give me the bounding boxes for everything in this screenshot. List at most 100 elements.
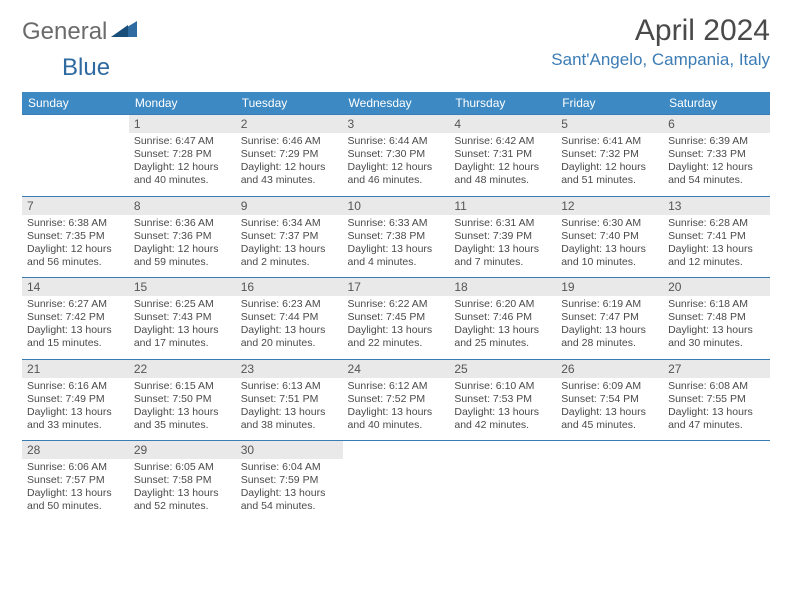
calendar-cell: 4Sunrise: 6:42 AMSunset: 7:31 PMDaylight… bbox=[449, 115, 556, 197]
sunrise: Sunrise: 6:47 AM bbox=[134, 135, 231, 148]
sunset: Sunset: 7:28 PM bbox=[134, 148, 231, 161]
sunset: Sunset: 7:47 PM bbox=[561, 311, 658, 324]
sunrise: Sunrise: 6:10 AM bbox=[454, 380, 551, 393]
daylight-line2: and 47 minutes. bbox=[668, 419, 765, 432]
sunset: Sunset: 7:31 PM bbox=[454, 148, 551, 161]
daylight-line2: and 51 minutes. bbox=[561, 174, 658, 187]
calendar-cell: 10Sunrise: 6:33 AMSunset: 7:38 PMDayligh… bbox=[343, 196, 450, 278]
day-number: 5 bbox=[556, 115, 663, 133]
calendar-cell: 5Sunrise: 6:41 AMSunset: 7:32 PMDaylight… bbox=[556, 115, 663, 197]
daylight-line1: Daylight: 13 hours bbox=[134, 406, 231, 419]
day-number: 1 bbox=[129, 115, 236, 133]
calendar-cell: 9Sunrise: 6:34 AMSunset: 7:37 PMDaylight… bbox=[236, 196, 343, 278]
day-details: Sunrise: 6:20 AMSunset: 7:46 PMDaylight:… bbox=[449, 296, 556, 359]
day-details: Sunrise: 6:30 AMSunset: 7:40 PMDaylight:… bbox=[556, 215, 663, 278]
weekday-header: Sunday bbox=[22, 92, 129, 115]
daylight-line1: Daylight: 13 hours bbox=[561, 324, 658, 337]
day-number: 26 bbox=[556, 360, 663, 378]
daylight-line1: Daylight: 13 hours bbox=[348, 406, 445, 419]
day-details: Sunrise: 6:39 AMSunset: 7:33 PMDaylight:… bbox=[663, 133, 770, 196]
weekday-header: Monday bbox=[129, 92, 236, 115]
sunset: Sunset: 7:37 PM bbox=[241, 230, 338, 243]
day-details: Sunrise: 6:28 AMSunset: 7:41 PMDaylight:… bbox=[663, 215, 770, 278]
day-details: Sunrise: 6:19 AMSunset: 7:47 PMDaylight:… bbox=[556, 296, 663, 359]
calendar-cell: 26Sunrise: 6:09 AMSunset: 7:54 PMDayligh… bbox=[556, 359, 663, 441]
daylight-line1: Daylight: 13 hours bbox=[454, 243, 551, 256]
daylight-line2: and 45 minutes. bbox=[561, 419, 658, 432]
day-number: 12 bbox=[556, 197, 663, 215]
day-number: 8 bbox=[129, 197, 236, 215]
day-details: Sunrise: 6:44 AMSunset: 7:30 PMDaylight:… bbox=[343, 133, 450, 196]
sunset: Sunset: 7:50 PM bbox=[134, 393, 231, 406]
sunrise: Sunrise: 6:23 AM bbox=[241, 298, 338, 311]
sunrise: Sunrise: 6:12 AM bbox=[348, 380, 445, 393]
calendar-cell: 22Sunrise: 6:15 AMSunset: 7:50 PMDayligh… bbox=[129, 359, 236, 441]
daylight-line1: Daylight: 13 hours bbox=[241, 324, 338, 337]
day-number: 14 bbox=[22, 278, 129, 296]
sunset: Sunset: 7:59 PM bbox=[241, 474, 338, 487]
daylight-line2: and 30 minutes. bbox=[668, 337, 765, 350]
day-details: Sunrise: 6:36 AMSunset: 7:36 PMDaylight:… bbox=[129, 215, 236, 278]
day-details: Sunrise: 6:04 AMSunset: 7:59 PMDaylight:… bbox=[236, 459, 343, 522]
day-details: Sunrise: 6:42 AMSunset: 7:31 PMDaylight:… bbox=[449, 133, 556, 196]
day-number: 20 bbox=[663, 278, 770, 296]
daylight-line2: and 4 minutes. bbox=[348, 256, 445, 269]
sunrise: Sunrise: 6:20 AM bbox=[454, 298, 551, 311]
sunset: Sunset: 7:39 PM bbox=[454, 230, 551, 243]
sunrise: Sunrise: 6:33 AM bbox=[348, 217, 445, 230]
daylight-line1: Daylight: 12 hours bbox=[561, 161, 658, 174]
day-details: Sunrise: 6:10 AMSunset: 7:53 PMDaylight:… bbox=[449, 378, 556, 441]
day-number: 9 bbox=[236, 197, 343, 215]
calendar-cell: 20Sunrise: 6:18 AMSunset: 7:48 PMDayligh… bbox=[663, 278, 770, 360]
daylight-line2: and 7 minutes. bbox=[454, 256, 551, 269]
day-number: 11 bbox=[449, 197, 556, 215]
weekday-header: Saturday bbox=[663, 92, 770, 115]
sunset: Sunset: 7:46 PM bbox=[454, 311, 551, 324]
daylight-line2: and 15 minutes. bbox=[27, 337, 124, 350]
daylight-line2: and 2 minutes. bbox=[241, 256, 338, 269]
day-number: 23 bbox=[236, 360, 343, 378]
calendar-row: 14 Sunrise: 6:27 AMSunset: 7:42 PM Dayligh… bbox=[22, 278, 770, 360]
daylight-line1: Daylight: 13 hours bbox=[27, 406, 124, 419]
daylight-line2: and 22 minutes. bbox=[348, 337, 445, 350]
sunset: Sunset: 7:38 PM bbox=[348, 230, 445, 243]
daylight-line1: Daylight: 13 hours bbox=[348, 324, 445, 337]
daylight-line1: Daylight: 13 hours bbox=[348, 243, 445, 256]
day-details: Sunrise: 6:25 AMSunset: 7:43 PMDaylight:… bbox=[129, 296, 236, 359]
calendar-row: 21Sunrise: 6:16 AMSunset: 7:49 PMDayligh… bbox=[22, 359, 770, 441]
daylight-line1: Daylight: 13 hours bbox=[241, 487, 338, 500]
page: General April 2024 Sant'Angelo, Campania… bbox=[0, 0, 792, 536]
sunrise: Sunrise: 6:42 AM bbox=[454, 135, 551, 148]
sunrise: Sunrise: 6:06 AM bbox=[27, 461, 124, 474]
daylight-line2: and 10 minutes. bbox=[561, 256, 658, 269]
sunset: Sunset: 7:48 PM bbox=[668, 311, 765, 324]
daylight-line2: and 28 minutes. bbox=[561, 337, 658, 350]
sunset: Sunset: 7:43 PM bbox=[134, 311, 231, 324]
daylight-line2: and 40 minutes. bbox=[134, 174, 231, 187]
daylight-line2: and 50 minutes. bbox=[27, 500, 124, 513]
calendar-cell bbox=[449, 441, 556, 522]
calendar-cell: 24Sunrise: 6:12 AMSunset: 7:52 PMDayligh… bbox=[343, 359, 450, 441]
calendar-cell: 25Sunrise: 6:10 AMSunset: 7:53 PMDayligh… bbox=[449, 359, 556, 441]
sunset: Sunset: 7:42 PM bbox=[27, 311, 124, 324]
day-number: 17 bbox=[343, 278, 450, 296]
calendar-cell: 13Sunrise: 6:28 AMSunset: 7:41 PMDayligh… bbox=[663, 196, 770, 278]
location: Sant'Angelo, Campania, Italy bbox=[551, 50, 770, 70]
title-block: April 2024 Sant'Angelo, Campania, Italy bbox=[551, 14, 770, 70]
calendar-cell: 1Sunrise: 6:47 AMSunset: 7:28 PMDaylight… bbox=[129, 115, 236, 197]
sunset: Sunset: 7:40 PM bbox=[561, 230, 658, 243]
daylight-line1: Daylight: 13 hours bbox=[134, 324, 231, 337]
sunrise: Sunrise: 6:28 AM bbox=[668, 217, 765, 230]
daylight-line2: and 12 minutes. bbox=[668, 256, 765, 269]
day-details: Sunrise: 6:12 AMSunset: 7:52 PMDaylight:… bbox=[343, 378, 450, 441]
day-details: Sunrise: 6:46 AMSunset: 7:29 PMDaylight:… bbox=[236, 133, 343, 196]
sunset: Sunset: 7:58 PM bbox=[134, 474, 231, 487]
sunrise: Sunrise: 6:27 AM bbox=[27, 298, 124, 311]
daylight-line2: and 33 minutes. bbox=[27, 419, 124, 432]
sunrise: Sunrise: 6:46 AM bbox=[241, 135, 338, 148]
sunset: Sunset: 7:53 PM bbox=[454, 393, 551, 406]
day-number: 21 bbox=[22, 360, 129, 378]
calendar-cell: 17Sunrise: 6:22 AMSunset: 7:45 PMDayligh… bbox=[343, 278, 450, 360]
sunrise: Sunrise: 6:16 AM bbox=[27, 380, 124, 393]
calendar-cell: 16Sunrise: 6:23 AMSunset: 7:44 PMDayligh… bbox=[236, 278, 343, 360]
